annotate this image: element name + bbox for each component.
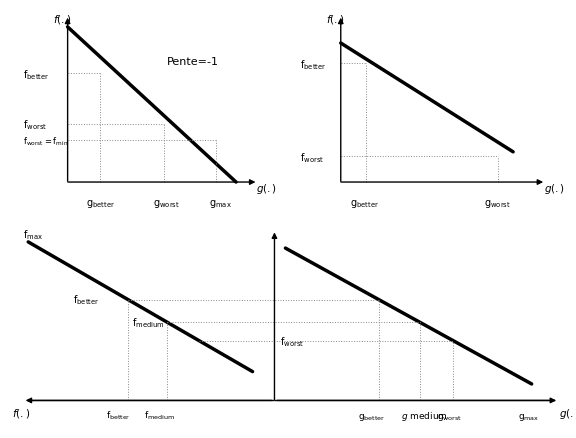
- Text: $\mathregular{g_{worst}}$: $\mathregular{g_{worst}}$: [153, 198, 180, 210]
- Text: $\mathregular{f_{better}}$: $\mathregular{f_{better}}$: [23, 68, 50, 82]
- Text: $\mathregular{g_{max}}$: $\mathregular{g_{max}}$: [518, 412, 539, 423]
- Text: $f(.)$: $f(.)$: [12, 407, 30, 420]
- Text: $\mathregular{g_{better}}$: $\mathregular{g_{better}}$: [358, 412, 385, 423]
- Text: $\mathregular{f_{worst}}$: $\mathregular{f_{worst}}$: [23, 119, 47, 132]
- Text: $\mathregular{f_{better}}$: $\mathregular{f_{better}}$: [73, 293, 100, 307]
- Text: $\mathregular{f_{worst}}$: $\mathregular{f_{worst}}$: [300, 151, 324, 165]
- Text: $\mathregular{f_{max}}$: $\mathregular{f_{max}}$: [23, 228, 43, 242]
- Text: $\mathregular{f_{worst}=f_{min}}$: $\mathregular{f_{worst}=f_{min}}$: [23, 136, 69, 148]
- Text: $g(.)$: $g(.)$: [559, 407, 576, 421]
- Text: $g\ \mathregular{medium}$: $g\ \mathregular{medium}$: [400, 410, 448, 423]
- Text: $\mathregular{f_{better}}$: $\mathregular{f_{better}}$: [106, 410, 131, 422]
- Text: $g(.)$: $g(.)$: [256, 182, 277, 196]
- Text: $\mathregular{g_{better}}$: $\mathregular{g_{better}}$: [86, 198, 115, 210]
- Text: $\mathregular{f_{worst}}$: $\mathregular{f_{worst}}$: [280, 335, 304, 349]
- Text: Pente=-1: Pente=-1: [166, 57, 219, 67]
- Text: $f(.)$: $f(.)$: [325, 14, 344, 26]
- Text: $f(.)$: $f(.)$: [53, 14, 71, 26]
- Text: $\mathregular{g_{max}}$: $\mathregular{g_{max}}$: [209, 198, 232, 210]
- Text: $\mathregular{g_{worst}}$: $\mathregular{g_{worst}}$: [437, 412, 462, 423]
- Text: $\mathregular{f_{medium}}$: $\mathregular{f_{medium}}$: [143, 410, 175, 422]
- Text: $g(.)$: $g(.)$: [544, 182, 564, 196]
- Text: $\mathregular{f_{better}}$: $\mathregular{f_{better}}$: [300, 58, 327, 72]
- Text: $\mathregular{f_{medium}}$: $\mathregular{f_{medium}}$: [131, 316, 165, 330]
- Text: $\mathregular{g_{better}}$: $\mathregular{g_{better}}$: [350, 198, 379, 210]
- Text: $\mathregular{g_{worst}}$: $\mathregular{g_{worst}}$: [484, 198, 511, 210]
